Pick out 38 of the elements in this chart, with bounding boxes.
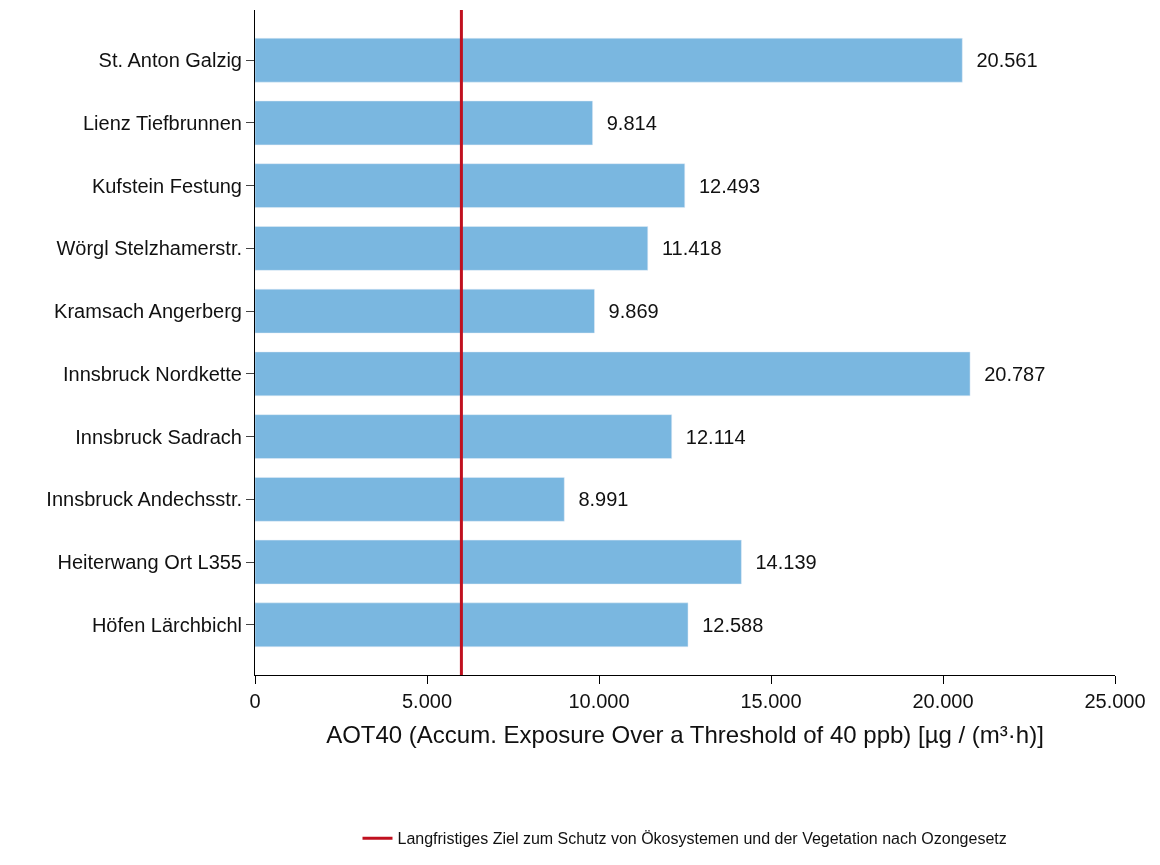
bar: [255, 602, 689, 648]
bar: [255, 37, 963, 83]
bar: [255, 351, 971, 397]
bar: [255, 163, 686, 208]
data-label: 9.814: [595, 111, 657, 134]
bar: [255, 288, 595, 334]
x-tick-label: 20.000: [912, 690, 974, 712]
y-tick-label: Wörgl Stelzhamerstr.: [56, 237, 242, 260]
data-label: 20.561: [965, 49, 1038, 72]
data-label: 12.114: [674, 425, 746, 448]
y-tick-label: Innsbruck Nordkette: [63, 362, 242, 385]
x-tick-label: 0: [249, 690, 261, 712]
y-tick-label: Innsbruck Sadrach: [75, 425, 242, 448]
data-label: 8.991: [567, 488, 629, 511]
y-tick-label: Innsbruck Andechsstr.: [46, 488, 242, 511]
data-label: 20.787: [973, 362, 1046, 385]
x-tick-label: 10.000: [568, 690, 630, 712]
data-label: 12.588: [691, 613, 764, 636]
bar: [255, 539, 742, 585]
data-label: 11.418: [650, 237, 722, 260]
bar: [255, 100, 593, 146]
data-label: 14.139: [744, 551, 817, 574]
y-tick-label: Lienz Tiefbrunnen: [82, 111, 242, 134]
bar: [255, 226, 649, 271]
x-tick-label: 25.000: [1084, 690, 1146, 712]
data-label: 9.869: [597, 300, 659, 323]
y-tick-label: Heiterwang Ort L355: [57, 551, 242, 574]
x-tick-label: 5.000: [401, 690, 453, 712]
legend-label: Langfristiges Ziel zum Schutz von Ökosystemen und der Vegetation nach Ozongesetz: [397, 830, 1007, 848]
x-tick-label: 15.000: [740, 690, 802, 712]
y-tick-label: St. Anton Galzig: [98, 49, 242, 72]
x-axis-title: AOT40 (Accum. Exposure Over a Threshold of 40 ppb) [µg / (m³·h)]: [326, 721, 1044, 749]
bar: [255, 477, 565, 522]
data-label: 12.493: [687, 174, 761, 197]
y-tick-label: Kramsach Angerberg: [54, 300, 242, 323]
y-tick-label: Höfen Lärchbichl: [91, 613, 242, 636]
bar: [255, 414, 672, 459]
y-tick-label: Kufstein Festung: [91, 174, 242, 197]
